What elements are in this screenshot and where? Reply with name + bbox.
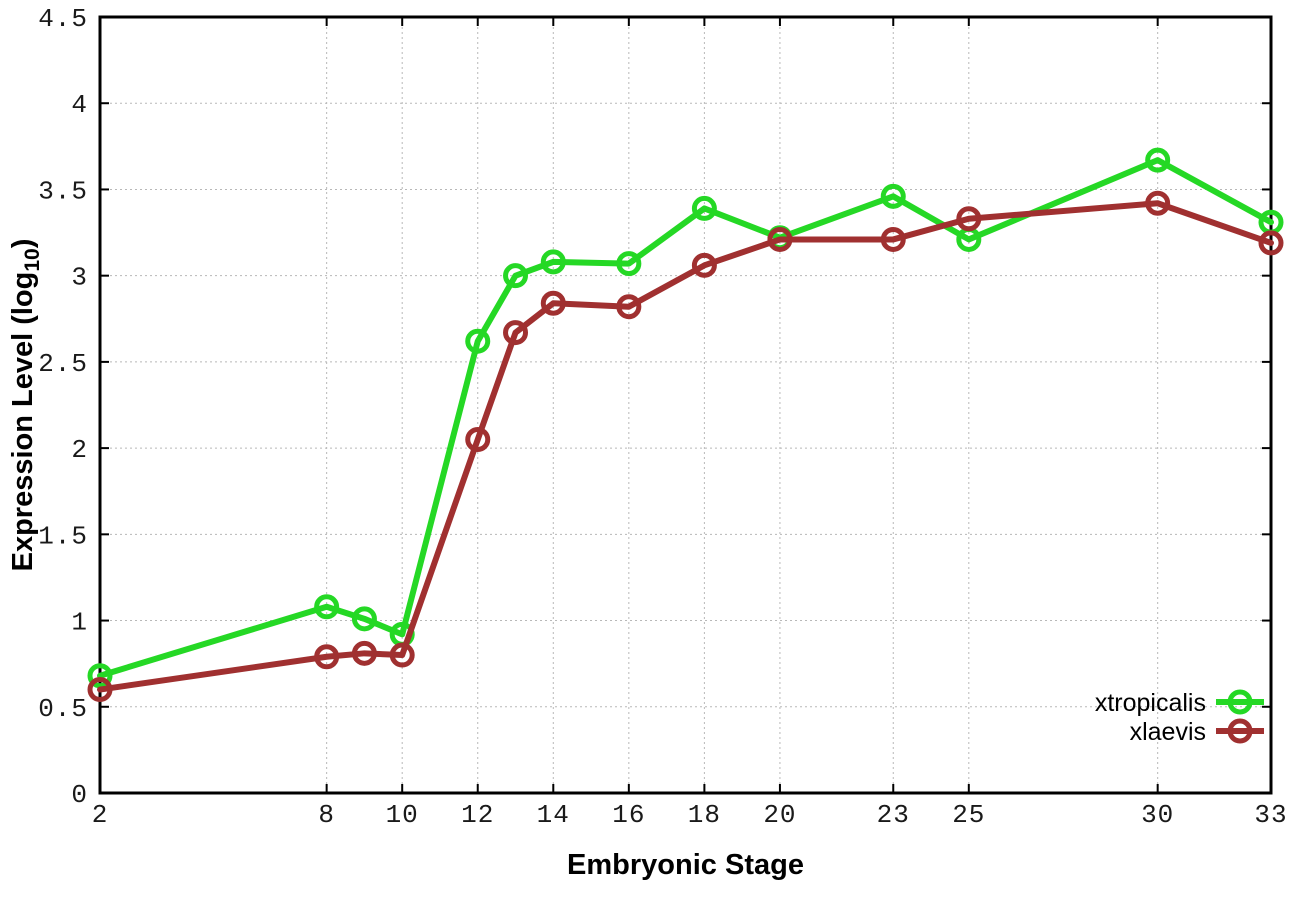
legend-sample-marker-xlaevis: [1227, 718, 1253, 744]
x-tick-label: 14: [537, 800, 570, 830]
x-tick-label: 23: [877, 800, 910, 830]
x-tick-label: 18: [688, 800, 721, 830]
data-point-xlaevis: [616, 294, 642, 320]
x-tick-label: 12: [461, 800, 494, 830]
data-point-xtropicalis: [1145, 147, 1171, 173]
data-point-xtropicalis: [314, 594, 340, 620]
x-tick-label: 30: [1141, 800, 1174, 830]
data-point-xlaevis: [880, 226, 906, 252]
legend-label-xlaevis: xlaevis: [1130, 718, 1206, 746]
data-point-xtropicalis: [503, 263, 529, 289]
data-point-xlaevis: [1258, 230, 1284, 256]
y-tick-label: 2.5: [38, 349, 88, 379]
x-tick-label: 2: [92, 800, 109, 830]
data-point-xlaevis: [956, 206, 982, 232]
y-axis-title-close: ): [7, 238, 39, 249]
y-tick-label: 4.5: [38, 4, 88, 34]
y-tick-label: 2: [71, 435, 88, 465]
x-tick-label: 25: [952, 800, 985, 830]
data-point-xlaevis: [691, 252, 717, 278]
x-tick-label: 8: [318, 800, 335, 830]
x-tick-label: 20: [763, 800, 796, 830]
data-point-xlaevis: [465, 426, 491, 452]
y-tick-label: 1.5: [38, 521, 88, 551]
x-tick-label: 16: [612, 800, 645, 830]
y-axis-title-text: Expression Level (log: [7, 271, 39, 572]
legend-sample-marker-xtropicalis: [1227, 689, 1253, 715]
y-axis-title: Expression Level (log10): [7, 239, 45, 572]
y-tick-label: 0: [71, 780, 88, 810]
y-tick-label: 4: [71, 90, 88, 120]
x-tick-label: 33: [1254, 800, 1287, 830]
y-tick-label: 3.5: [38, 176, 88, 206]
data-point-xtropicalis: [351, 606, 377, 632]
data-point-xlaevis: [389, 642, 415, 668]
data-point-xtropicalis: [87, 663, 113, 689]
series-line-xlaevis: [97, 200, 1274, 693]
x-tick-label: 10: [386, 800, 419, 830]
y-axis-title-subscript: 10: [21, 248, 44, 272]
data-point-xtropicalis: [540, 249, 566, 275]
x-axis-title: Embryonic Stage: [567, 849, 804, 881]
data-point-xlaevis: [314, 644, 340, 670]
data-point-xlaevis: [1145, 190, 1171, 216]
data-point-xtropicalis: [616, 251, 642, 277]
data-point-xlaevis: [767, 226, 793, 252]
series-line-xtropicalis: [97, 157, 1274, 679]
y-tick-label: 1: [71, 608, 88, 638]
data-point-xtropicalis: [880, 183, 906, 209]
data-point-xtropicalis: [465, 328, 491, 354]
data-point-xtropicalis: [691, 195, 717, 221]
y-tick-label: 3: [71, 263, 88, 293]
data-point-xlaevis: [503, 320, 529, 346]
data-point-xlaevis: [351, 640, 377, 666]
legend-label-xtropicalis: xtropicalis: [1095, 689, 1206, 717]
data-point-xlaevis: [87, 677, 113, 703]
data-point-xlaevis: [540, 290, 566, 316]
y-tick-label: 0.5: [38, 694, 88, 724]
plot-border: [98, 15, 1273, 795]
